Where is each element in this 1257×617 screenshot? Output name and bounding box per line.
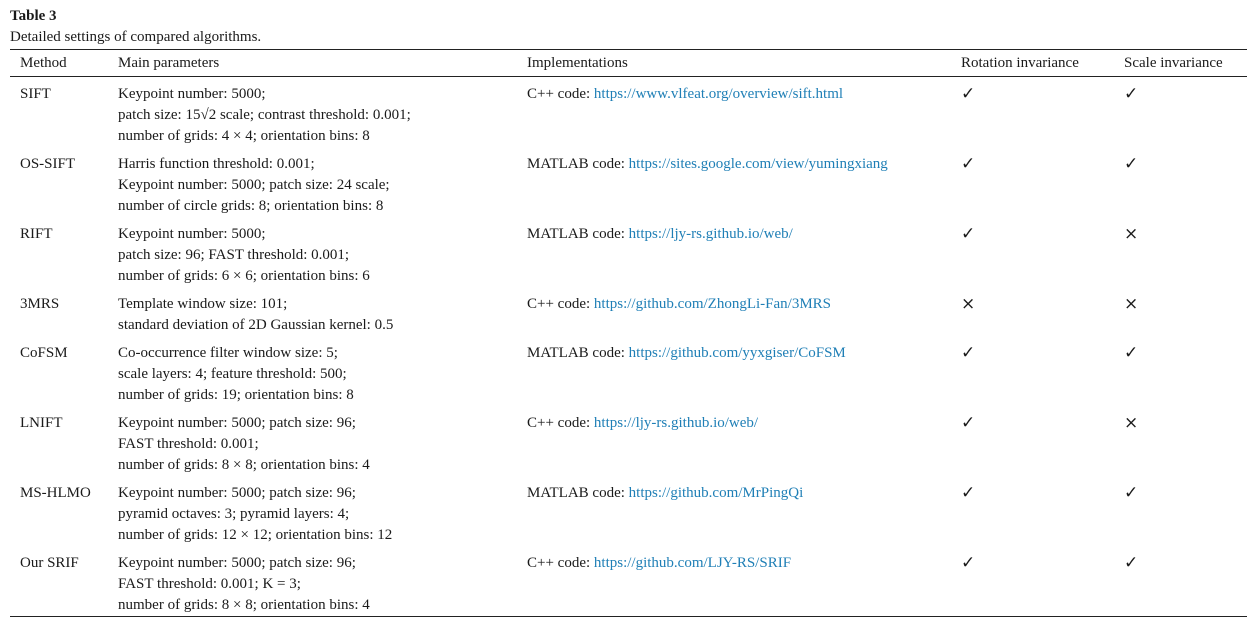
table-row: SIFT Keypoint number: 5000; patch size: …	[10, 77, 1247, 148]
impl-cell: MATLAB code: https://github.com/yyxgiser…	[517, 336, 951, 406]
param-line: Co-occurrence filter window size: 5;	[118, 345, 338, 361]
method-cell: Our SRIF	[20, 555, 79, 571]
param-line: Keypoint number: 5000;	[118, 226, 266, 242]
rotation-mark: ✓	[961, 553, 976, 573]
scale-mark: ✓	[1124, 483, 1139, 503]
table-row: OS-SIFT Harris function threshold: 0.001…	[10, 147, 1247, 217]
impl-link[interactable]: https://sites.google.com/view/yumingxian…	[628, 156, 888, 172]
method-cell: MS-HLMO	[20, 485, 91, 501]
param-line: scale layers: 4; feature threshold: 500;	[118, 366, 347, 382]
scale-mark: ✓	[1124, 84, 1139, 104]
param-line: Keypoint number: 5000; patch size: 96;	[118, 415, 356, 431]
header-scale-invariance: Scale invariance	[1124, 54, 1223, 71]
impl-language: C++ code:	[527, 296, 594, 312]
impl-language: MATLAB code:	[527, 345, 629, 361]
table-row: RIFT Keypoint number: 5000; patch size: …	[10, 217, 1247, 287]
impl-cell: MATLAB code: https://github.com/MrPingQi	[517, 476, 951, 546]
impl-link[interactable]: https://ljy-rs.github.io/web/	[593, 415, 759, 431]
method-cell: OS-SIFT	[20, 156, 76, 172]
scale-mark: ✓	[1124, 553, 1139, 573]
method-cell: LNIFT	[20, 415, 63, 431]
impl-link[interactable]: https://www.vlfeat.org/overview/sift.htm…	[593, 86, 844, 102]
settings-table: Method Main parameters Implementations R…	[10, 49, 1247, 617]
method-cell: CoFSM	[20, 345, 68, 361]
header-main-parameters: Main parameters	[118, 54, 220, 71]
rotation-mark: ✓	[961, 224, 976, 244]
impl-link[interactable]: https://github.com/yyxgiser/CoFSM	[628, 345, 846, 361]
method-cell: RIFT	[20, 226, 53, 242]
param-line: number of grids: 8 × 8; orientation bins…	[118, 457, 370, 473]
impl-link[interactable]: https://github.com/LJY-RS/SRIF	[593, 555, 792, 571]
params-cell: Keypoint number: 5000; patch size: 96; p…	[108, 476, 517, 546]
impl-language: C++ code:	[527, 86, 594, 102]
scale-mark: ✓	[1124, 154, 1139, 174]
params-cell: Co-occurrence filter window size: 5; sca…	[108, 336, 517, 406]
impl-cell: MATLAB code: https://ljy-rs.github.io/we…	[517, 217, 951, 287]
param-line: patch size: 96; FAST threshold: 0.001;	[118, 247, 350, 263]
params-cell: Keypoint number: 5000; patch size: 15√2 …	[108, 77, 517, 148]
param-line: number of grids: 19; orientation bins: 8	[118, 387, 354, 403]
scale-mark: ×	[1124, 294, 1139, 314]
rotation-mark: ✓	[961, 84, 976, 104]
param-line: Keypoint number: 5000; patch size: 96;	[118, 485, 356, 501]
param-line: FAST threshold: 0.001;	[118, 436, 259, 452]
impl-link[interactable]: https://github.com/MrPingQi	[628, 485, 804, 501]
params-cell: Keypoint number: 5000; patch size: 96; F…	[108, 546, 517, 617]
param-line: number of grids: 4 × 4; orientation bins…	[118, 128, 370, 144]
param-line: Template window size: 101;	[118, 296, 288, 312]
impl-cell: C++ code: https://ljy-rs.github.io/web/	[517, 406, 951, 476]
rotation-mark: ✓	[961, 413, 976, 433]
rotation-mark: ×	[961, 294, 976, 314]
table-caption-title: Table 3	[10, 8, 57, 24]
rotation-mark: ✓	[961, 343, 976, 363]
header-implementations: Implementations	[527, 54, 628, 71]
method-cell: SIFT	[20, 86, 51, 102]
params-cell: Keypoint number: 5000; patch size: 96; F…	[108, 406, 517, 476]
param-line: Keypoint number: 5000; patch size: 24 sc…	[118, 177, 390, 193]
params-cell: Keypoint number: 5000; patch size: 96; F…	[108, 217, 517, 287]
param-line: Keypoint number: 5000; patch size: 96;	[118, 555, 356, 571]
param-line: patch size: 15√2 scale; contrast thresho…	[118, 107, 411, 123]
table-row: LNIFT Keypoint number: 5000; patch size:…	[10, 406, 1247, 476]
impl-language: MATLAB code:	[527, 226, 629, 242]
table-row: 3MRS Template window size: 101; standard…	[10, 287, 1247, 336]
scale-mark: ×	[1124, 413, 1139, 433]
scale-mark: ✓	[1124, 343, 1139, 363]
impl-cell: C++ code: https://github.com/ZhongLi-Fan…	[517, 287, 951, 336]
param-line: Keypoint number: 5000;	[118, 86, 266, 102]
param-line: number of grids: 6 × 6; orientation bins…	[118, 268, 370, 284]
impl-cell: MATLAB code: https://sites.google.com/vi…	[517, 147, 951, 217]
param-line: Harris function threshold: 0.001;	[118, 156, 315, 172]
param-line: number of circle grids: 8; orientation b…	[118, 198, 384, 214]
impl-cell: C++ code: https://github.com/LJY-RS/SRIF	[517, 546, 951, 617]
impl-cell: C++ code: https://www.vlfeat.org/overvie…	[517, 77, 951, 148]
table-row: Our SRIF Keypoint number: 5000; patch si…	[10, 546, 1247, 617]
impl-language: C++ code:	[527, 555, 594, 571]
params-cell: Harris function threshold: 0.001; Keypoi…	[108, 147, 517, 217]
method-cell: 3MRS	[20, 296, 60, 312]
impl-language: C++ code:	[527, 415, 594, 431]
header-method: Method	[20, 54, 67, 71]
impl-link[interactable]: https://ljy-rs.github.io/web/	[628, 226, 793, 242]
table-header-row: Method Main parameters Implementations R…	[10, 49, 1247, 77]
param-line: FAST threshold: 0.001; K = 3;	[118, 576, 301, 592]
table-caption-text: Detailed settings of compared algorithms…	[10, 29, 262, 45]
params-cell: Template window size: 101; standard devi…	[108, 287, 517, 336]
scale-mark: ×	[1124, 224, 1139, 244]
param-line: number of grids: 12 × 12; orientation bi…	[118, 527, 393, 543]
param-line: standard deviation of 2D Gaussian kernel…	[118, 317, 394, 333]
table-row: MS-HLMO Keypoint number: 5000; patch siz…	[10, 476, 1247, 546]
header-rotation-invariance: Rotation invariance	[961, 54, 1079, 71]
impl-language: MATLAB code:	[527, 485, 629, 501]
param-line: pyramid octaves: 3; pyramid layers: 4;	[118, 506, 350, 522]
table-row: CoFSM Co-occurrence filter window size: …	[10, 336, 1247, 406]
impl-link[interactable]: https://github.com/ZhongLi-Fan/3MRS	[593, 296, 832, 312]
rotation-mark: ✓	[961, 154, 976, 174]
impl-language: MATLAB code:	[527, 156, 629, 172]
rotation-mark: ✓	[961, 483, 976, 503]
param-line: number of grids: 8 × 8; orientation bins…	[118, 597, 370, 613]
